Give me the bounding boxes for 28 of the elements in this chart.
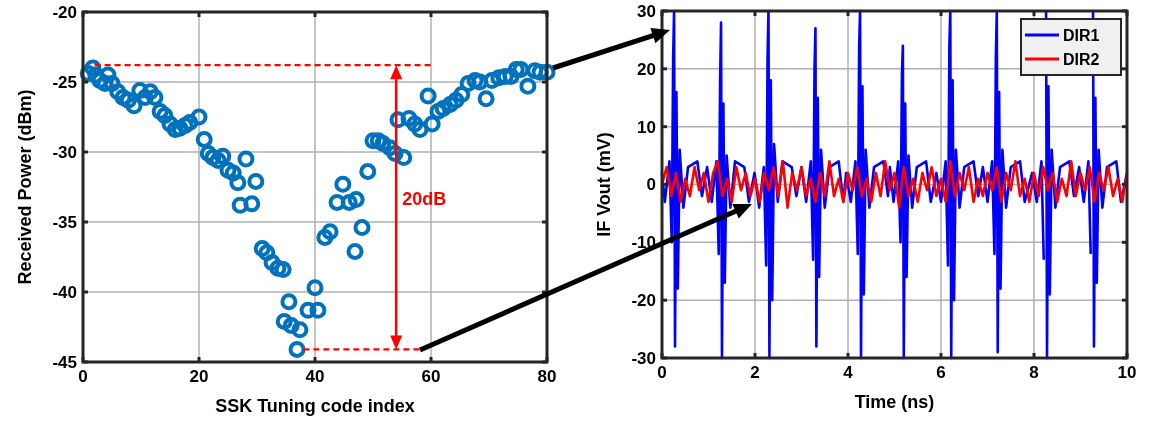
legend-label: DIR2 (1063, 50, 1100, 68)
y-tick-label: 0 (646, 175, 656, 195)
x-tick-label: 2 (750, 363, 760, 382)
x-tick-label: 20 (189, 367, 209, 386)
x-tick-label: 6 (936, 363, 946, 382)
legend-label: DIR1 (1063, 26, 1100, 44)
x-axis-title: Time (ns) (854, 392, 935, 412)
y-tick-label: -30 (52, 142, 77, 162)
y-tick-label: -20 (631, 291, 656, 311)
x-tick-label: 80 (537, 367, 557, 386)
y-tick-label: 30 (637, 1, 656, 21)
y-tick-label: -35 (52, 212, 77, 232)
y-tick-label: 10 (637, 117, 656, 137)
y-tick-label: -40 (52, 282, 77, 302)
x-tick-label: 4 (843, 363, 854, 382)
x-tick-label: 8 (1029, 363, 1039, 382)
y-tick-label: 20 (637, 59, 656, 79)
annotation: 20dB (402, 189, 447, 210)
x-tick-label: 40 (305, 367, 325, 386)
y-tick-label: -45 (52, 352, 77, 372)
y-axis-title: IF Vout (mV) (594, 132, 614, 237)
y-tick-label: -30 (631, 348, 656, 368)
y-tick-label: -25 (52, 72, 77, 92)
x-axis-title: SSK Tuning code index (215, 396, 415, 416)
x-tick-label: 60 (421, 367, 441, 386)
y-tick-label: -20 (52, 2, 77, 22)
x-tick-label: 10 (1117, 363, 1137, 382)
y-axis-title: Received Power (dBm) (15, 89, 35, 285)
